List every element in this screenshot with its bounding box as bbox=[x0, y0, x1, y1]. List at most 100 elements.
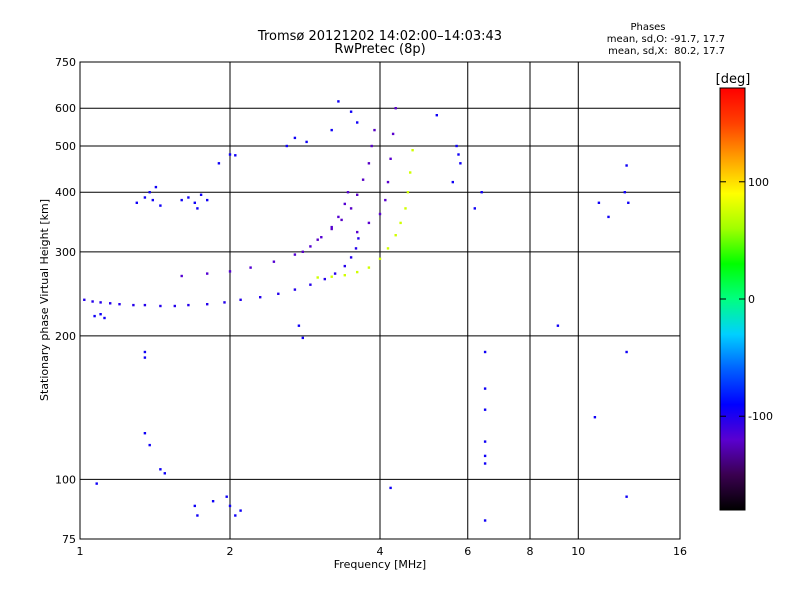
phases-mean-o: mean, sd,O: -91.7, 17.7 bbox=[607, 34, 725, 45]
x-tick-label: 16 bbox=[673, 545, 687, 558]
data-point bbox=[343, 264, 346, 268]
x-axis-ticks: 1 2 4 6 8 10 16 bbox=[77, 545, 688, 558]
data-point bbox=[333, 272, 337, 275]
x-axis-label: Frequency [MHz] bbox=[334, 558, 426, 571]
grid-lines bbox=[80, 62, 680, 539]
data-point bbox=[225, 495, 228, 498]
data-point bbox=[483, 350, 487, 354]
data-point bbox=[196, 207, 199, 210]
series-o_third bbox=[301, 128, 376, 253]
phases-mean-x: mean, sd,X: 80.2, 17.7 bbox=[608, 46, 725, 57]
data-point bbox=[625, 350, 628, 354]
data-point bbox=[370, 144, 373, 148]
data-point bbox=[297, 324, 301, 327]
data-point bbox=[356, 193, 359, 196]
data-point bbox=[99, 313, 102, 316]
y-tick-label: 750 bbox=[55, 56, 76, 69]
data-point bbox=[217, 162, 221, 165]
data-point bbox=[399, 221, 402, 225]
data-point bbox=[406, 191, 410, 194]
data-point bbox=[337, 100, 340, 103]
data-point bbox=[343, 202, 346, 206]
data-point bbox=[623, 191, 626, 194]
data-point bbox=[411, 149, 414, 152]
data-point bbox=[625, 495, 628, 498]
data-point bbox=[309, 245, 312, 248]
data-point bbox=[357, 237, 360, 240]
data-point bbox=[83, 298, 86, 301]
data-point bbox=[228, 504, 232, 508]
series-o_fourth bbox=[356, 107, 397, 234]
series-o_second bbox=[180, 191, 350, 278]
data-point bbox=[277, 292, 280, 295]
data-points bbox=[83, 100, 630, 522]
data-point bbox=[597, 201, 601, 204]
data-point bbox=[109, 302, 112, 305]
data-point bbox=[394, 234, 397, 237]
data-point bbox=[378, 212, 382, 216]
data-point bbox=[340, 218, 343, 222]
data-point bbox=[143, 196, 147, 199]
x-tick-label: 10 bbox=[571, 545, 585, 558]
data-point bbox=[223, 301, 226, 304]
data-point bbox=[483, 440, 487, 443]
data-point bbox=[234, 154, 237, 157]
data-point bbox=[135, 201, 138, 204]
data-point bbox=[143, 432, 147, 435]
data-point bbox=[349, 256, 353, 259]
data-point bbox=[293, 288, 297, 291]
data-point bbox=[187, 196, 190, 199]
data-point bbox=[99, 301, 102, 304]
data-point bbox=[480, 191, 483, 194]
y-axis-label: Stationary phase Virtual Height [km] bbox=[38, 199, 51, 401]
data-point bbox=[206, 303, 209, 306]
x-tick-label: 2 bbox=[227, 545, 234, 558]
data-point bbox=[293, 136, 297, 140]
data-point bbox=[343, 274, 346, 277]
data-point bbox=[180, 274, 183, 278]
y-tick-label: 500 bbox=[55, 140, 76, 153]
data-point bbox=[483, 519, 487, 522]
data-point bbox=[356, 270, 359, 274]
data-point bbox=[143, 356, 147, 359]
data-point bbox=[404, 207, 407, 210]
data-point bbox=[180, 198, 183, 202]
data-point bbox=[211, 500, 215, 503]
data-point bbox=[234, 514, 237, 517]
colorbar-label: [deg] bbox=[716, 72, 751, 87]
data-point bbox=[607, 215, 610, 219]
y-tick-label: 75 bbox=[62, 533, 76, 546]
data-point bbox=[361, 178, 365, 181]
plot-frame bbox=[79, 61, 681, 540]
data-point bbox=[323, 277, 326, 281]
data-point bbox=[409, 171, 412, 174]
data-point bbox=[391, 132, 395, 136]
series-o_lower bbox=[83, 237, 360, 308]
data-point bbox=[556, 324, 560, 327]
data-point bbox=[159, 204, 162, 207]
colorbar-tick-label: 0 bbox=[748, 293, 755, 306]
data-point bbox=[625, 164, 628, 167]
data-point bbox=[330, 227, 333, 231]
data-point bbox=[394, 107, 397, 110]
data-point bbox=[301, 250, 304, 253]
data-point bbox=[330, 275, 333, 278]
series-scattered bbox=[93, 100, 630, 522]
colorbar-ticks: 100 0 -100 bbox=[720, 176, 773, 423]
data-point bbox=[228, 153, 232, 156]
data-point bbox=[356, 121, 359, 124]
data-point bbox=[305, 140, 308, 144]
colorbar-tick-label: -100 bbox=[748, 410, 773, 423]
x-tick-label: 1 bbox=[77, 545, 84, 558]
y-tick-label: 600 bbox=[55, 102, 76, 115]
data-point bbox=[316, 238, 319, 241]
data-point bbox=[354, 247, 358, 250]
data-point bbox=[272, 260, 276, 263]
data-point bbox=[249, 266, 252, 269]
data-point bbox=[337, 215, 340, 219]
data-point bbox=[483, 462, 487, 465]
data-point bbox=[196, 514, 199, 517]
data-point bbox=[389, 157, 392, 160]
data-point bbox=[320, 236, 323, 239]
data-point bbox=[132, 303, 135, 307]
